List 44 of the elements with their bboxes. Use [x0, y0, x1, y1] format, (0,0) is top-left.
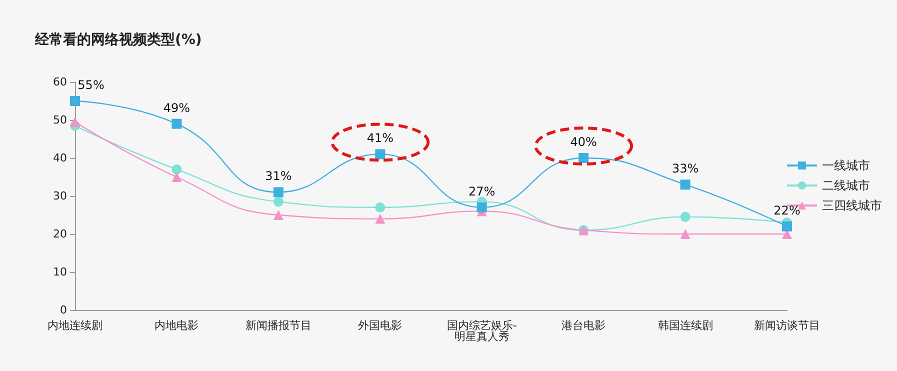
point — [680, 229, 690, 239]
data-label: 31% — [265, 169, 292, 184]
legend-label: 一线城市 — [822, 158, 870, 172]
data-label: 40% — [570, 135, 597, 149]
chart-title: 经常看的网络视频类型(%) — [34, 31, 202, 48]
point — [375, 149, 386, 160]
legend-label: 二线城市 — [822, 178, 870, 192]
y-tick-label: 0 — [60, 304, 67, 316]
data-label: 33% — [672, 162, 699, 176]
x-tick-label: 港台电影 — [562, 319, 606, 332]
y-tick-label: 60 — [53, 76, 67, 88]
point — [375, 202, 386, 212]
point — [273, 187, 284, 198]
point — [680, 212, 690, 222]
y-tick-label: 10 — [53, 266, 67, 278]
data-label: 49% — [163, 100, 190, 115]
point — [172, 118, 182, 129]
point — [375, 214, 386, 224]
point — [476, 202, 487, 212]
point — [273, 196, 284, 207]
data-label: 41% — [366, 131, 394, 146]
y-tick-label: 20 — [53, 228, 67, 240]
point — [578, 153, 589, 163]
point — [172, 164, 182, 174]
point — [782, 221, 792, 232]
point — [680, 180, 690, 190]
y-tick-label: 50 — [53, 114, 67, 126]
data-label: 55% — [78, 78, 104, 92]
y-tick-label: 40 — [53, 152, 67, 164]
x-tick-label: 内地连续剧 — [48, 319, 102, 332]
data-label: 22% — [774, 203, 800, 218]
x-tick-label: 内地电影 — [154, 319, 199, 332]
data-label: 27% — [468, 184, 496, 198]
y-tick-label: 30 — [53, 190, 67, 202]
point — [70, 96, 80, 106]
x-tick-label: 外国电影 — [358, 319, 402, 332]
point — [172, 172, 182, 182]
x-tick-label: 新闻播报节目 — [245, 319, 312, 332]
point — [70, 116, 80, 127]
point — [273, 210, 284, 220]
x-tick-label: 韩国连续剧 — [658, 319, 713, 332]
x-tick-label: 国内综艺娱乐-明星真人秀 — [446, 319, 517, 343]
legend-label: 三四线城市 — [822, 198, 882, 212]
x-tick-label: 新闻访谈节目 — [754, 319, 820, 332]
